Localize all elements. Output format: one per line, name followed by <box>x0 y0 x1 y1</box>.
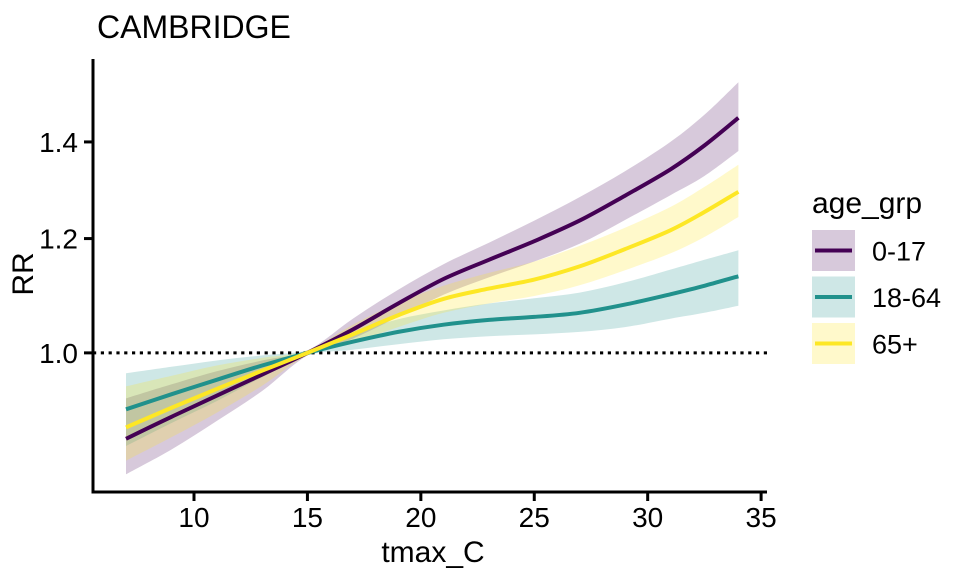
legend: age_grp 0-17 18-64 65+ <box>812 187 941 364</box>
y-axis-title: RR <box>7 252 40 295</box>
legend-label-65+: 65+ <box>872 330 918 360</box>
ribbon-layer <box>126 82 739 475</box>
x-tick-label: 35 <box>746 502 777 533</box>
rr-curve-18-64 <box>125 274 739 412</box>
x-tick-label: 15 <box>292 502 323 533</box>
confidence-band-0-17 <box>126 82 739 475</box>
x-tick-label: 30 <box>632 502 663 533</box>
legend-label-18-64: 18-64 <box>872 283 941 313</box>
x-tick-label: 25 <box>519 502 550 533</box>
legend-items: 0-17 18-64 65+ <box>812 230 941 364</box>
y-tick-label: 1.0 <box>39 338 78 369</box>
legend-label-0-17: 0-17 <box>872 237 926 267</box>
page-title: CAMBRIDGE <box>97 9 291 45</box>
confidence-band-65+ <box>126 164 739 461</box>
y-tick-label: 1.2 <box>39 224 78 255</box>
rr-curve-65+ <box>125 190 740 430</box>
y-tick-label: 1.4 <box>39 127 78 158</box>
x-axis-ticks: 10 15 20 25 30 35 <box>178 492 777 533</box>
rr-curve-0-17 <box>125 116 740 441</box>
x-axis-title: tmax_C <box>381 536 484 569</box>
confidence-band-18-64 <box>126 250 739 446</box>
y-axis-ticks: 1.0 1.2 1.4 <box>39 127 93 369</box>
x-tick-label: 20 <box>405 502 436 533</box>
line-layer <box>125 116 740 441</box>
x-tick-label: 10 <box>178 502 209 533</box>
legend-title: age_grp <box>812 187 922 220</box>
